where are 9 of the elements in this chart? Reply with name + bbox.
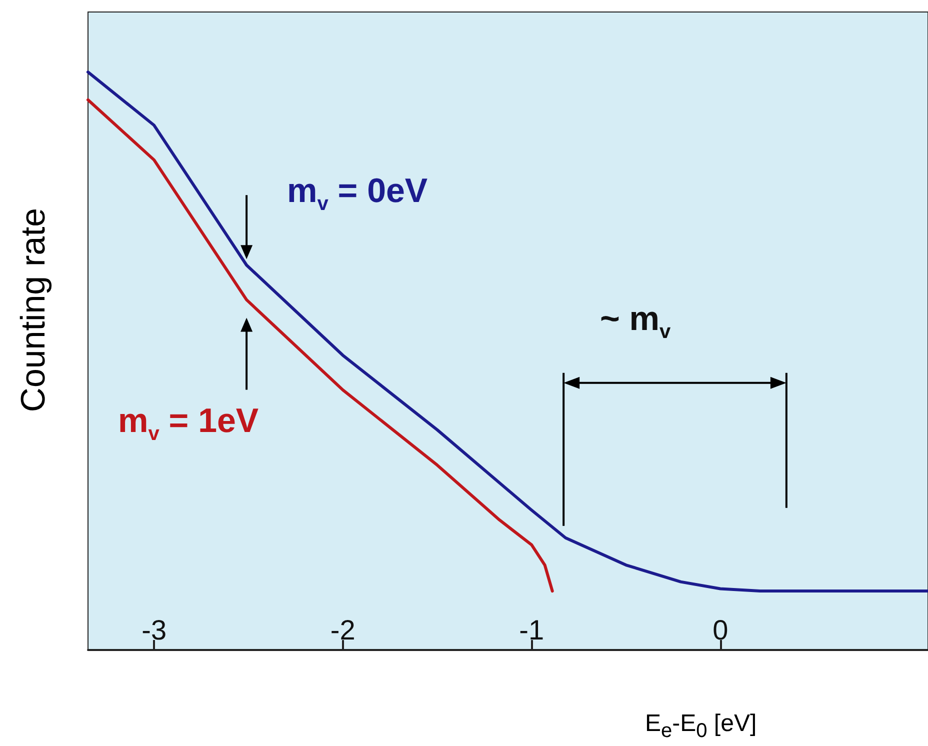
x-tick-label: -2 [330,614,356,646]
x-tick-label: -3 [142,614,167,646]
x-tick-label: -1 [519,614,544,646]
y-axis-title: Counting rate [14,208,54,412]
x-tick-label: 0 [712,614,728,646]
annotation: m$_{v}$ = 0eV [287,172,428,216]
x-axis-title: E$_{e}$-E$_{0}$ [eV] [645,710,757,743]
annotation: m$_{v}$ = 1eV [118,402,259,446]
annotation: ~ m$_{v}$ [600,300,671,344]
